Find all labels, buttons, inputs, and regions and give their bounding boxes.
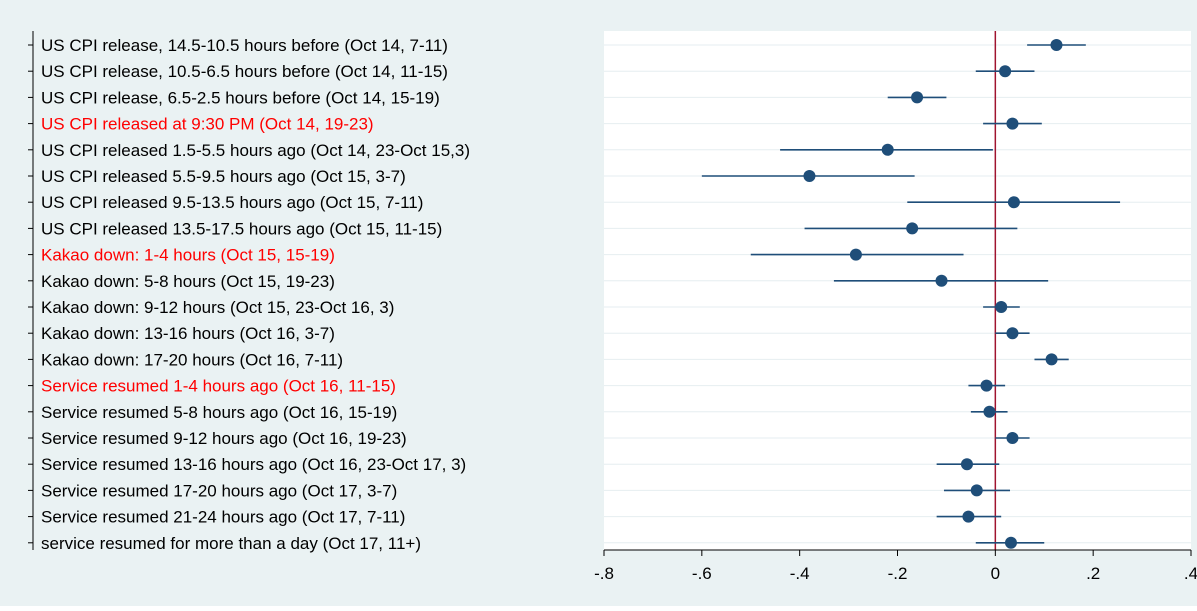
x-tick-label: -.6 <box>692 564 712 583</box>
row-label: Kakao down: 9-12 hours (Oct 15, 23-Oct 1… <box>41 298 394 317</box>
row-label: Service resumed 5-8 hours ago (Oct 16, 1… <box>41 403 397 422</box>
row-label: US CPI released at 9:30 PM (Oct 14, 19-2… <box>41 115 374 134</box>
x-tick-label: -.2 <box>888 564 908 583</box>
coefficient-marker <box>970 484 983 497</box>
coefficient-marker <box>906 222 919 235</box>
coefficient-marker <box>960 458 973 471</box>
coefficient-marker <box>983 405 996 418</box>
row-label: Kakao down: 5-8 hours (Oct 15, 19-23) <box>41 272 335 291</box>
row-label: service resumed for more than a day (Oct… <box>41 534 421 553</box>
row-label: Service resumed 1-4 hours ago (Oct 16, 1… <box>41 377 396 396</box>
coefficient-marker <box>935 274 948 287</box>
row-label: US CPI release, 6.5-2.5 hours before (Oc… <box>41 88 440 107</box>
row-label: US CPI release, 10.5-6.5 hours before (O… <box>41 62 448 81</box>
row-label: Kakao down: 1-4 hours (Oct 15, 15-19) <box>41 246 335 265</box>
coefficient-marker <box>803 170 816 182</box>
plot-area <box>604 31 1191 550</box>
coefficient-marker <box>995 301 1008 313</box>
coefficient-marker <box>1050 39 1063 51</box>
coefficient-marker <box>1004 536 1017 549</box>
coefficient-marker <box>1007 196 1020 209</box>
x-tick-label: .4 <box>1184 564 1197 583</box>
coefficient-marker <box>980 379 993 392</box>
x-tick-label: -.8 <box>594 564 614 583</box>
row-label: Kakao down: 17-20 hours (Oct 16, 7-11) <box>41 350 343 369</box>
coefficient-marker <box>999 65 1012 78</box>
row-label: Kakao down: 13-16 hours (Oct 16, 3-7) <box>41 324 335 343</box>
row-label: Service resumed 21-24 hours ago (Oct 17,… <box>41 508 405 527</box>
row-label: US CPI released 13.5-17.5 hours ago (Oct… <box>41 219 442 238</box>
coefficient-marker <box>1045 353 1058 366</box>
coefficient-marker <box>1006 432 1019 444</box>
x-tick-label: .2 <box>1086 564 1100 583</box>
coefficient-marker <box>1006 117 1019 130</box>
coefficient-marker <box>881 143 894 156</box>
row-label: Service resumed 13-16 hours ago (Oct 16,… <box>41 455 466 474</box>
coefficient-marker <box>962 510 975 523</box>
x-tick-label: 0 <box>991 564 1000 583</box>
coefficient-marker <box>849 248 862 261</box>
row-label: US CPI released 1.5-5.5 hours ago (Oct 1… <box>41 141 470 160</box>
coefficient-marker <box>1006 327 1019 340</box>
coefficient-marker <box>911 91 924 104</box>
row-label: US CPI release, 14.5-10.5 hours before (… <box>41 36 448 55</box>
row-label: US CPI released 5.5-9.5 hours ago (Oct 1… <box>41 167 406 186</box>
row-label: Service resumed 9-12 hours ago (Oct 16, … <box>41 429 407 448</box>
row-label: Service resumed 17-20 hours ago (Oct 17,… <box>41 481 397 500</box>
x-tick-label: -.4 <box>790 564 810 583</box>
row-label: US CPI released 9.5-13.5 hours ago (Oct … <box>41 193 423 212</box>
